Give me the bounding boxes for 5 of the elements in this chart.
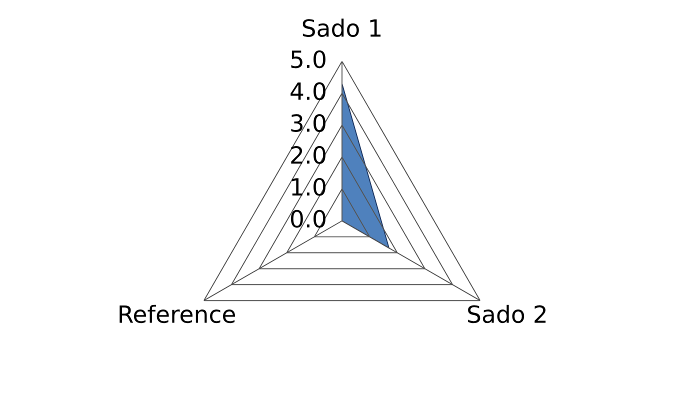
y-tick-label: 4.0 (290, 82, 326, 100)
y-tick-label: 5.0 (291, 50, 326, 68)
spoke-label: Sado 2 (468, 304, 546, 324)
spoke-label: Reference (120, 304, 235, 324)
spoke-label: Sado 1 (302, 18, 381, 37)
